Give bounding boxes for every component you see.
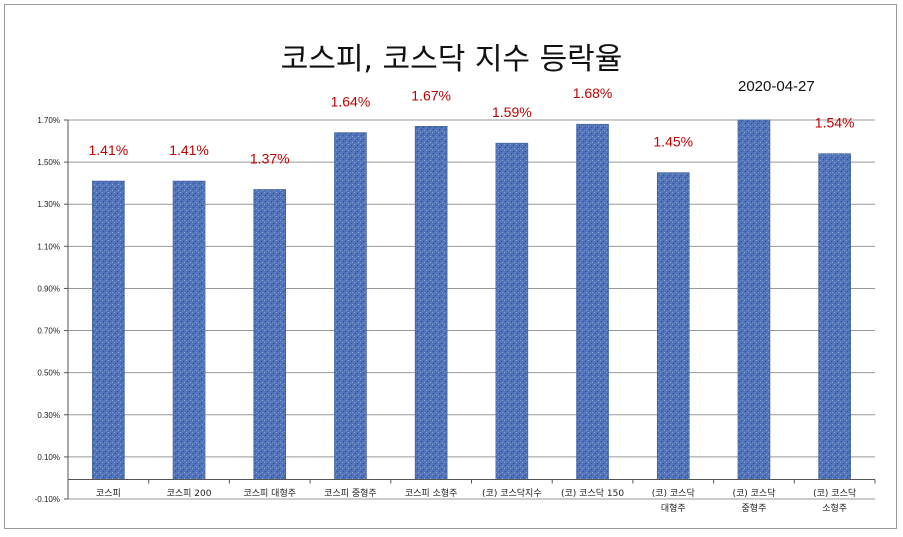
bar [656,172,690,480]
x-tick-label: (코) 코스닥 [813,488,856,499]
data-label: 1.37% [250,150,290,166]
data-label: 1.64% [331,94,371,110]
bar [576,123,609,480]
data-label: 1.67% [411,87,451,103]
y-tick-label: 1.30% [37,200,60,209]
bar [253,189,287,480]
bar [495,142,529,480]
x-tick-label: 코스피 [96,488,121,499]
chart-title: 코스피, 코스닥 지수 등락율 [280,42,623,77]
y-tick-label: 1.10% [37,242,60,251]
y-tick-label: 1.70% [37,116,60,125]
y-tick-label: -0.10% [35,495,60,504]
x-tick-label: (코) 코스닥 [652,488,695,499]
x-tick-label: (코) 코스닥지수 [482,488,542,499]
x-tick-label: 중형주 [742,503,767,514]
y-tick-label: 0.90% [37,284,60,293]
y-tick-label: 0.30% [37,411,60,420]
y-tick-label: 0.10% [37,453,60,462]
x-tick-label: 대형주 [661,503,686,514]
x-tick-label: 소형주 [822,503,847,514]
y-tick-label: 1.50% [37,158,60,167]
x-tick-label: 코스피 200 [167,488,212,499]
x-tick-label: 코스피 중형주 [324,488,377,499]
data-label: 1.45% [653,134,693,150]
bar [737,119,771,480]
y-tick-label: 0.70% [37,327,60,336]
bar [334,132,367,480]
bar [172,180,206,480]
data-label: 1.54% [815,115,855,131]
data-label: 1.68% [573,85,613,101]
x-tick-label: (코) 코스닥 [732,488,775,499]
bar [92,180,125,480]
data-label: 1.59% [492,104,532,120]
chart-subtitle: 2020-04-27 [738,78,815,95]
x-tick-label: 코스피 소형주 [405,488,458,499]
data-label: 1.41% [169,142,209,158]
x-tick-label: 코스피 대형주 [243,488,296,499]
x-tick-label: (코) 코스닥 150 [561,488,624,499]
bar [818,153,851,480]
y-tick-label: 0.50% [37,369,60,378]
data-label: 1.41% [88,142,128,158]
bar [414,126,448,480]
